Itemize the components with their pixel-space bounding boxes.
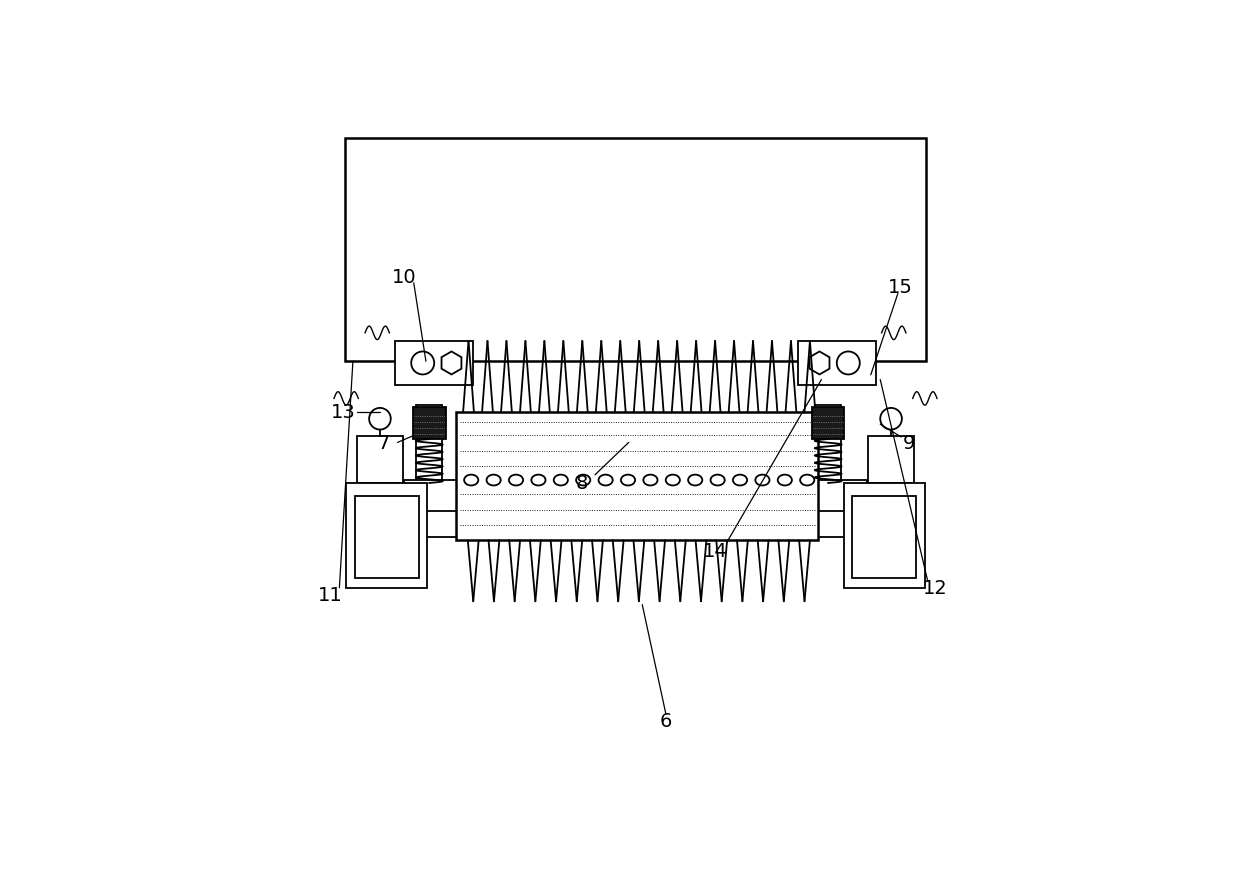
Bar — [345, 139, 926, 362]
Bar — [355, 497, 419, 578]
Text: 11: 11 — [317, 585, 342, 604]
Bar — [868, 436, 914, 483]
Bar — [852, 497, 916, 578]
Bar — [396, 342, 474, 386]
Bar — [804, 512, 870, 538]
Text: 13: 13 — [331, 403, 356, 422]
Bar — [843, 483, 925, 588]
Text: 6: 6 — [660, 711, 672, 731]
Bar — [806, 480, 867, 514]
Bar — [456, 412, 818, 541]
Text: 7: 7 — [378, 433, 391, 453]
Bar — [417, 406, 443, 483]
Text: 15: 15 — [888, 278, 913, 297]
Text: 9: 9 — [903, 433, 915, 453]
Bar — [413, 407, 445, 439]
Bar — [404, 480, 465, 514]
Bar — [346, 483, 428, 588]
Text: 10: 10 — [392, 268, 417, 287]
Text: 14: 14 — [703, 541, 728, 560]
Bar — [816, 406, 841, 483]
Text: 8: 8 — [575, 474, 588, 493]
Text: 12: 12 — [923, 579, 947, 597]
Bar — [401, 512, 467, 538]
Bar — [797, 342, 875, 386]
Bar — [357, 436, 403, 483]
Bar — [812, 407, 844, 439]
